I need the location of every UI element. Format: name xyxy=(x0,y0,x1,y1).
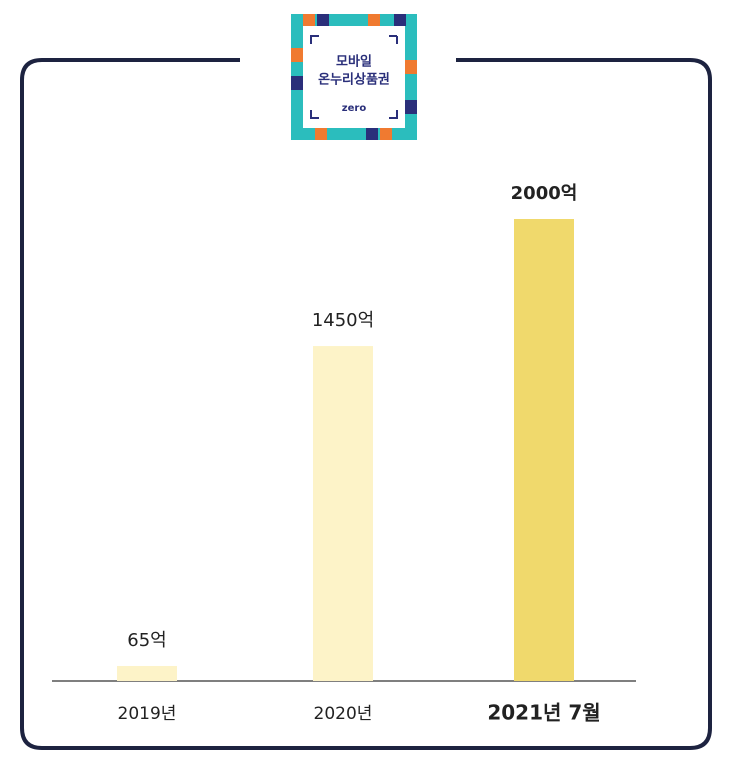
frame xyxy=(20,58,712,750)
logo: 모바일 온누리상품권 zero xyxy=(291,14,417,140)
logo-text: 모바일 xyxy=(336,54,372,70)
logo-block xyxy=(291,48,303,62)
logo-block xyxy=(366,128,378,140)
x-tick-label: 2019년 xyxy=(118,704,177,724)
value-label: 1450억 xyxy=(312,310,374,331)
logo-block xyxy=(317,14,329,26)
logo-text: 온누리상품권 xyxy=(318,72,390,88)
logo-block xyxy=(303,14,315,26)
value-label: 2000억 xyxy=(511,183,578,204)
logo-inner xyxy=(303,26,405,128)
logo-block xyxy=(380,128,392,140)
x-tick-label: 2021년 7월 xyxy=(487,701,600,725)
bar xyxy=(313,346,373,681)
logo-block xyxy=(394,14,406,26)
logo-brand: zero xyxy=(342,103,367,114)
logo-block xyxy=(315,128,327,140)
logo-block xyxy=(368,14,380,26)
logo-block xyxy=(405,60,417,74)
logo-block xyxy=(291,76,303,90)
value-label: 65억 xyxy=(127,630,166,651)
logo-block xyxy=(405,100,417,114)
bar xyxy=(117,665,177,681)
x-tick-label: 2020년 xyxy=(314,704,373,724)
logo-corners xyxy=(310,35,398,119)
bar xyxy=(514,219,574,681)
